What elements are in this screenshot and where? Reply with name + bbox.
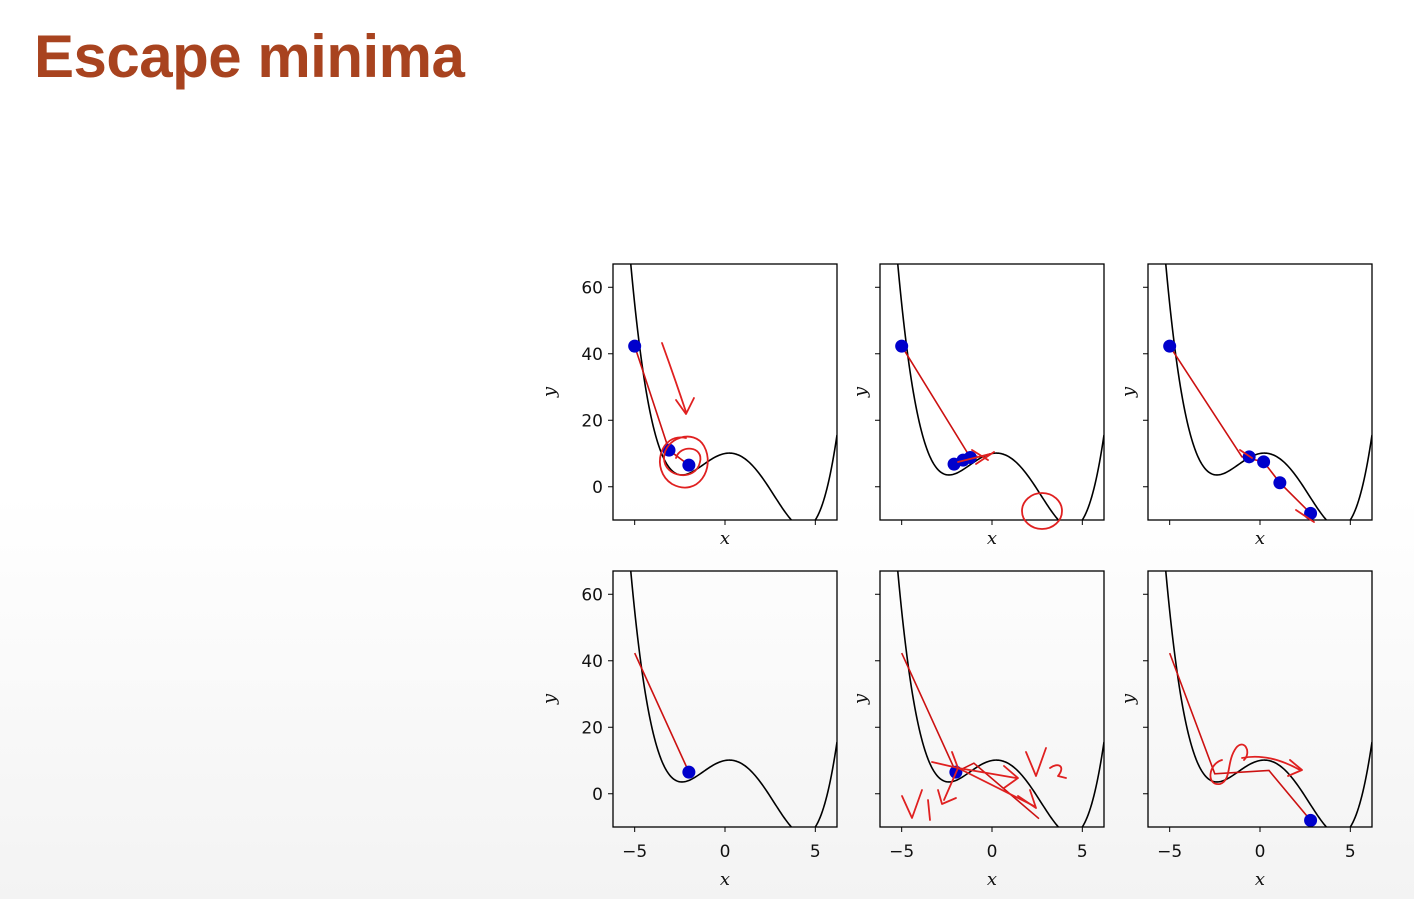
arrow-head xyxy=(937,789,957,805)
arrow-stroke xyxy=(661,342,687,413)
iterate-point xyxy=(662,443,676,457)
arrow-head xyxy=(1003,765,1019,789)
y-tick-label: 60 xyxy=(581,278,603,298)
arrow-v2 xyxy=(957,767,1017,779)
y-tick-label: 0 xyxy=(592,478,603,498)
y-tick-label: 20 xyxy=(581,411,603,431)
scribble xyxy=(931,751,959,769)
handwritten-annotations xyxy=(659,342,1315,821)
scribble xyxy=(957,449,995,465)
x-axis-label: x xyxy=(720,528,730,549)
x-tick-label: −5 xyxy=(622,842,647,862)
y-tick-label: 40 xyxy=(581,652,603,672)
function-curve xyxy=(629,571,837,827)
iterate-point xyxy=(963,450,977,464)
y-tick-label: 0 xyxy=(592,785,603,805)
arrow-head xyxy=(1017,789,1037,809)
x-tick-label: 5 xyxy=(1077,842,1088,862)
subplot-1: 0 20 40 60 x y xyxy=(539,263,838,549)
function-curve xyxy=(1164,571,1372,827)
y-axis-label: y xyxy=(539,386,560,398)
label-v2-glyph xyxy=(1025,747,1067,779)
descent-path xyxy=(901,345,978,465)
iterate-point xyxy=(1163,339,1177,353)
label-v1-glyph xyxy=(901,789,931,821)
iterate-point xyxy=(1273,476,1287,490)
x-axis-label: x xyxy=(1255,528,1265,549)
y-axis-label: y xyxy=(539,693,560,705)
y-axis-label: y xyxy=(850,386,871,398)
x-tick-label: 0 xyxy=(720,842,731,862)
x-tick-label: 0 xyxy=(1255,842,1266,862)
arrow-stroke xyxy=(1241,755,1301,771)
iterate-point xyxy=(682,765,696,779)
scribble xyxy=(1239,449,1315,523)
function-curve xyxy=(1164,264,1372,520)
iterate-point xyxy=(895,339,909,353)
subplot-6: −5 0 5 x y xyxy=(1118,570,1373,890)
descent-path xyxy=(633,652,690,773)
subplot-2: xy xyxy=(850,263,1105,549)
arrow-head xyxy=(1287,759,1303,777)
iterate-point xyxy=(628,339,642,353)
descent-path xyxy=(1168,652,1312,821)
x-tick-label: 5 xyxy=(1345,842,1356,862)
y-axis-label: y xyxy=(1118,386,1139,398)
x-tick-label: −5 xyxy=(889,842,914,862)
slide-title: Escape minima xyxy=(34,23,465,90)
iterate-point xyxy=(1257,455,1271,469)
descent-path xyxy=(1169,345,1312,514)
arrow-sum xyxy=(957,767,1035,807)
x-axis-label: x xyxy=(1255,869,1265,890)
loop-scribble xyxy=(1209,743,1249,785)
arrow-v1 xyxy=(943,767,959,801)
x-tick-label: −5 xyxy=(1157,842,1182,862)
subplot-4: 0 20 40 60 −5 0 5 x y xyxy=(539,570,838,890)
y-tick-label: 60 xyxy=(581,585,603,605)
x-axis-label: x xyxy=(987,528,997,549)
x-tick-label: 0 xyxy=(987,842,998,862)
y-axis-label: y xyxy=(850,693,871,705)
iterate-point xyxy=(682,458,696,472)
x-axis-label: x xyxy=(987,869,997,890)
x-tick-label: 5 xyxy=(810,842,821,862)
descent-path xyxy=(900,652,1040,820)
iterate-point xyxy=(1304,506,1318,520)
subplot-3: xy xyxy=(1118,263,1373,549)
function-curve xyxy=(896,571,1104,827)
arrow-head xyxy=(675,397,695,415)
function-curve xyxy=(629,264,837,520)
y-tick-label: 40 xyxy=(581,345,603,365)
subplot-5: −5 0 5 x y xyxy=(850,570,1105,890)
minimum-circle xyxy=(1021,492,1063,530)
iterate-point xyxy=(1304,813,1318,827)
x-axis-label: x xyxy=(720,869,730,890)
swirl-scribble xyxy=(659,435,709,489)
y-axis-label: y xyxy=(1118,693,1139,705)
y-tick-label: 20 xyxy=(581,718,603,738)
